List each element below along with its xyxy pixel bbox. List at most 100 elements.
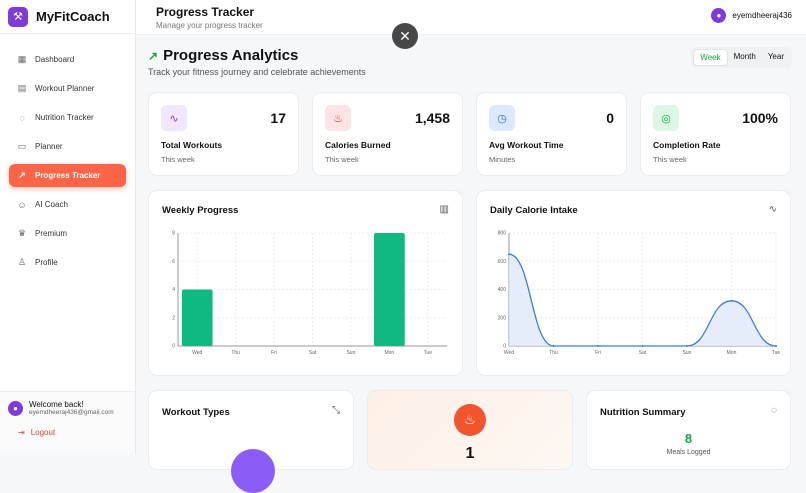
range-week[interactable]: Week	[693, 49, 728, 66]
x-tick-label: Tue	[772, 350, 781, 356]
streak-card: ♨ 1	[367, 390, 573, 470]
user-menu[interactable]: ● eyemdheeraj436	[711, 8, 792, 23]
sidebar-item-label: Nutrition Tracker	[35, 113, 94, 122]
trending-up-icon: ↗	[18, 170, 26, 180]
activity-icon: ∿	[768, 204, 777, 215]
y-tick-label: 0	[503, 344, 506, 350]
y-tick-label: 800	[498, 231, 507, 237]
data-point	[641, 345, 644, 347]
y-tick-label: 400	[498, 287, 507, 293]
x-tick-label: Wed	[504, 350, 514, 356]
close-button[interactable]: ✕	[392, 23, 418, 49]
apple-icon: ◌	[19, 112, 25, 123]
sidebar-item-label: AI Coach	[35, 200, 68, 209]
sidebar-item-ai-coach[interactable]: ☺ AI Coach	[9, 193, 126, 216]
user-icon: ♙	[17, 257, 27, 267]
stat-label: Completion Rate	[653, 140, 721, 150]
sidebar-item-premium[interactable]: ♛ Premium	[9, 222, 126, 245]
x-tick-label: Sat	[639, 350, 647, 356]
calorie-intake-title: Daily Calorie Intake	[490, 205, 578, 216]
data-point	[730, 299, 733, 302]
stat-value: 0	[606, 110, 614, 126]
x-tick-label: Mon	[727, 350, 737, 356]
analytics-subtitle: Track your fitness journey and celebrate…	[148, 67, 366, 77]
data-point	[508, 253, 510, 256]
sidebar-item-planner[interactable]: ▭ Planner	[9, 135, 126, 158]
username: eyemdheeraj436	[732, 11, 792, 20]
pie-chart	[231, 449, 275, 493]
sidebar-item-label: Progress Tracker	[35, 171, 101, 180]
avatar: ●	[8, 400, 23, 416]
crown-icon: ♛	[17, 228, 27, 238]
header: Progress Tracker Manage your progress tr…	[136, 0, 806, 35]
y-tick-label: 0	[172, 344, 175, 350]
grid-icon: ▦	[17, 54, 27, 64]
range-month[interactable]: Month	[733, 52, 756, 61]
y-tick-label: 600	[498, 259, 507, 265]
stat-card: ♨ 1,458 Calories Burned This week	[312, 92, 463, 176]
stat-value: 17	[270, 110, 286, 126]
data-point	[597, 345, 599, 347]
stat-sub: Minutes	[489, 155, 516, 164]
area-fill	[509, 254, 776, 346]
logout-icon: ⇥	[18, 428, 25, 437]
stat-value: 100%	[742, 110, 778, 126]
app-name: MyFitCoach	[36, 9, 110, 24]
x-tick-label: Thu	[231, 350, 240, 356]
nutrition-summary-title: Nutrition Summary	[600, 407, 686, 418]
dumbbell-icon: ⚒	[8, 6, 28, 27]
avatar: ●	[711, 8, 727, 23]
x-tick-label: Thu	[549, 350, 558, 356]
logout-button[interactable]: ⇥ Logout	[18, 428, 127, 437]
sidebar-item-progress-tracker[interactable]: ↗ Progress Tracker	[9, 164, 126, 187]
y-tick-label: 4	[172, 287, 175, 293]
stat-value: 1,458	[414, 110, 450, 126]
sidebar-item-profile[interactable]: ♙ Profile	[9, 251, 126, 274]
target-icon: ◎	[653, 105, 679, 131]
range-toggle: Week Month Year	[691, 47, 792, 68]
stat-card: ∿ 17 Total Workouts This week	[148, 92, 299, 176]
sidebar-item-nutrition-tracker[interactable]: ◌ Nutrition Tracker	[9, 106, 126, 129]
logo[interactable]: ⚒ MyFitCoach	[0, 0, 135, 34]
x-tick-label: Mon	[384, 350, 394, 356]
data-point	[552, 345, 555, 347]
bar-chart-icon: ▥	[439, 204, 449, 215]
x-tick-label: Sat	[309, 350, 317, 356]
stat-label: Avg Workout Time	[489, 140, 564, 150]
sidebar-item-label: Premium	[35, 229, 68, 238]
bar[interactable]	[181, 289, 213, 347]
x-tick-label: Fri	[595, 350, 601, 356]
stat-label: Calories Burned	[325, 140, 391, 150]
weekly-progress-title: Weekly Progress	[162, 205, 239, 216]
sidebar-item-label: Dashboard	[35, 55, 75, 64]
sidebar-item-dashboard[interactable]: ▦ Dashboard	[9, 48, 126, 71]
y-tick-label: 6	[172, 259, 175, 265]
meals-label: Meals Logged	[666, 449, 711, 456]
stat-card: ◷ 0 Avg Workout Time Minutes	[476, 92, 627, 176]
charts: 0 2 4 6 8 Wed Thu Fri Sat Sun Mon Tue 0 200 400 600 800 W…	[172, 231, 781, 356]
clock-icon: ◷	[489, 105, 515, 131]
bot-icon: ☺	[17, 199, 27, 210]
y-tick-label: 8	[172, 231, 175, 237]
stat-sub: This week	[653, 155, 687, 164]
stat-sub: This week	[325, 155, 359, 164]
sidebar-item-label: Profile	[35, 258, 58, 267]
y-tick-label: 200	[498, 315, 507, 321]
calendar-icon: ▭	[17, 141, 27, 151]
data-point	[775, 345, 777, 347]
streak-value: 1	[465, 445, 475, 462]
range-year[interactable]: Year	[767, 52, 784, 61]
trending-up-icon: ↗	[148, 48, 159, 63]
y-tick-label: 2	[172, 315, 175, 321]
sidebar-item-workout-planner[interactable]: ▤ Workout Planner	[9, 77, 126, 100]
workout-types-title: Workout Types	[162, 407, 230, 418]
user-box: ● Welcome back! eyemdheeraj436@gmail.com ⇥…	[0, 391, 135, 455]
x-tick-label: Sun	[346, 350, 355, 356]
nutrition-summary-card: Nutrition Summary ◌ 8 Meals Logged	[586, 390, 791, 470]
flame-icon: ♨	[325, 105, 351, 131]
stat-label: Total Workouts	[161, 140, 223, 150]
stat-sub: This week	[161, 155, 195, 164]
meals-value: 8	[684, 431, 693, 446]
bar[interactable]	[373, 233, 405, 346]
sidebar-item-label: Workout Planner	[35, 84, 95, 93]
